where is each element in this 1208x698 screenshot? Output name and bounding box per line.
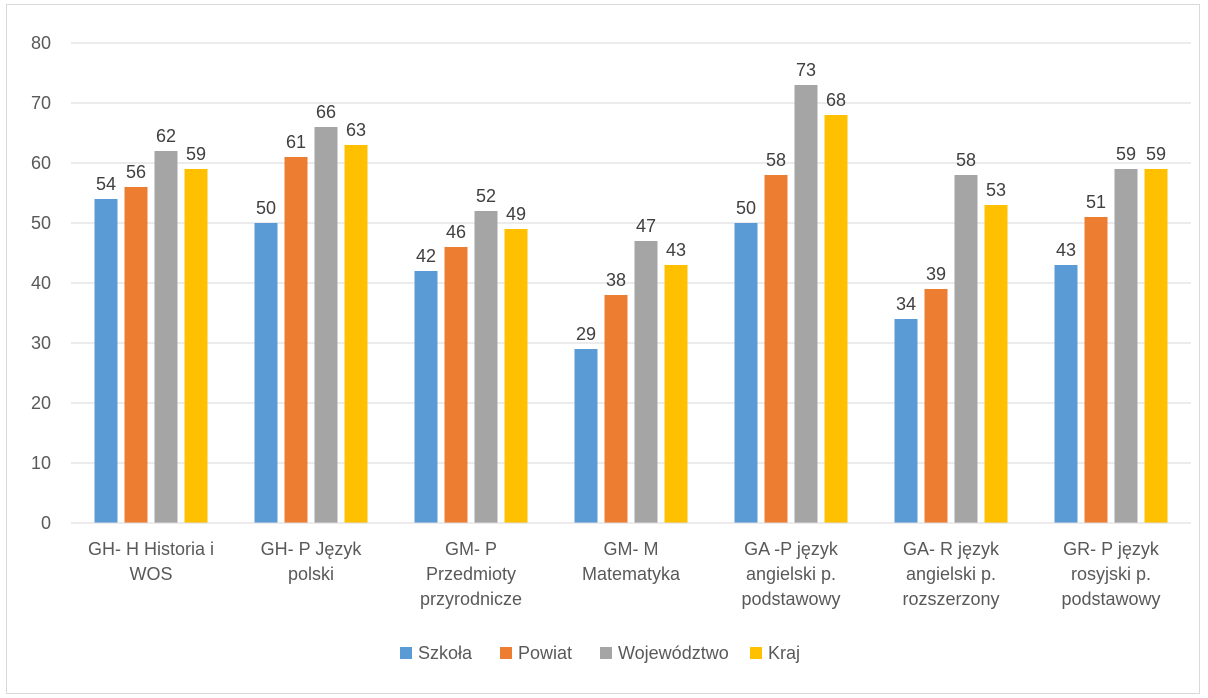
bar-powiat bbox=[604, 295, 628, 523]
bar-województwo bbox=[954, 175, 978, 523]
legend-label: Kraj bbox=[768, 643, 800, 663]
y-tick-label: 30 bbox=[31, 333, 51, 353]
y-tick-label: 70 bbox=[31, 93, 51, 113]
bar-szkoła bbox=[414, 271, 438, 523]
bar-województwo bbox=[794, 85, 818, 523]
y-tick-label: 40 bbox=[31, 273, 51, 293]
y-tick-label: 0 bbox=[41, 513, 51, 533]
bar-województwo bbox=[1114, 169, 1138, 523]
data-label: 51 bbox=[1086, 192, 1106, 212]
legend-swatch-szkoła bbox=[400, 647, 412, 659]
legend-swatch-powiat bbox=[500, 647, 512, 659]
x-tick-label: WOS bbox=[130, 564, 173, 584]
data-label: 39 bbox=[926, 264, 946, 284]
bar-województwo bbox=[314, 127, 338, 523]
data-label: 59 bbox=[1146, 144, 1166, 164]
data-label: 59 bbox=[186, 144, 206, 164]
x-tick-label: rosyjski p. bbox=[1071, 564, 1151, 584]
bar-powiat bbox=[444, 247, 468, 523]
legend-label: Szkoła bbox=[418, 643, 473, 663]
gridlines bbox=[71, 42, 1191, 464]
data-label: 59 bbox=[1116, 144, 1136, 164]
data-label: 46 bbox=[446, 222, 466, 242]
bar-powiat bbox=[1084, 217, 1108, 523]
bar-kraj bbox=[824, 115, 848, 523]
y-tick-label: 50 bbox=[31, 213, 51, 233]
x-tick-label: przyrodnicze bbox=[420, 589, 522, 609]
legend-swatch-województwo bbox=[600, 647, 612, 659]
x-tick-label: GH- H Historia i bbox=[88, 539, 214, 559]
x-tick-label: GA -P język bbox=[744, 539, 839, 559]
x-tick-label: podstawowy bbox=[741, 589, 840, 609]
bar-powiat bbox=[924, 289, 948, 523]
data-label: 47 bbox=[636, 216, 656, 236]
x-tick-label: rozszerzony bbox=[902, 589, 999, 609]
data-label: 73 bbox=[796, 60, 816, 80]
data-label: 52 bbox=[476, 186, 496, 206]
bar-powiat bbox=[124, 187, 148, 523]
bar-szkoła bbox=[734, 223, 758, 523]
data-label: 68 bbox=[826, 90, 846, 110]
axes: 0 10 20 30 40 50 60 70 80 GH- H Historia i WOS GH- … bbox=[31, 33, 1191, 609]
bar-kraj bbox=[984, 205, 1008, 523]
x-tick-label: GH- P Język bbox=[261, 539, 363, 559]
data-label: 42 bbox=[416, 246, 436, 266]
data-label: 29 bbox=[576, 324, 596, 344]
bar-szkoła bbox=[894, 319, 918, 523]
legend: Szkoła Powiat Województwo Kraj bbox=[400, 643, 800, 663]
bar-województwo bbox=[154, 151, 178, 523]
data-label: 66 bbox=[316, 102, 336, 122]
x-tick-label: Przedmioty bbox=[426, 564, 516, 584]
y-tick-label: 80 bbox=[31, 33, 51, 53]
y-tick-label: 10 bbox=[31, 453, 51, 473]
bar-województwo bbox=[474, 211, 498, 523]
bar-szkoła bbox=[254, 223, 278, 523]
data-label: 58 bbox=[766, 150, 786, 170]
data-label: 63 bbox=[346, 120, 366, 140]
bar-kraj bbox=[504, 229, 528, 523]
x-tick-label: GR- P język bbox=[1063, 539, 1160, 559]
x-tick-label: polski bbox=[288, 564, 334, 584]
legend-label: Województwo bbox=[618, 643, 729, 663]
bar-szkoła bbox=[574, 349, 598, 523]
bar-szkoła bbox=[1054, 265, 1078, 523]
bar-powiat bbox=[284, 157, 308, 523]
bar-szkoła bbox=[94, 199, 118, 523]
bar-kraj bbox=[664, 265, 688, 523]
data-label: 50 bbox=[256, 198, 276, 218]
x-tick-label: podstawowy bbox=[1061, 589, 1160, 609]
x-tick-label: Matematyka bbox=[582, 564, 681, 584]
x-tick-label: GA- R język bbox=[903, 539, 1000, 559]
data-label: 34 bbox=[896, 294, 916, 314]
legend-label: Powiat bbox=[518, 643, 572, 663]
bar-kraj bbox=[1144, 169, 1168, 523]
chart-frame: 54 56 62 59 50 61 66 63 42 46 52 49 29 38 47 43 50 58 73 68… bbox=[6, 4, 1200, 694]
bar-województwo bbox=[634, 241, 658, 523]
bars bbox=[94, 85, 1168, 523]
y-tick-label: 20 bbox=[31, 393, 51, 413]
bar-kraj bbox=[344, 145, 368, 523]
y-tick-label: 60 bbox=[31, 153, 51, 173]
data-label: 43 bbox=[1056, 240, 1076, 260]
data-label: 50 bbox=[736, 198, 756, 218]
data-label: 61 bbox=[286, 132, 306, 152]
x-tick-label: GM- M bbox=[604, 539, 659, 559]
data-label: 49 bbox=[506, 204, 526, 224]
data-label: 54 bbox=[96, 174, 116, 194]
legend-swatch-kraj bbox=[750, 647, 762, 659]
data-label: 53 bbox=[986, 180, 1006, 200]
data-label: 62 bbox=[156, 126, 176, 146]
data-labels: 54 56 62 59 50 61 66 63 42 46 52 49 29 38 47 43 50 58 73 68… bbox=[96, 60, 1166, 344]
data-label: 38 bbox=[606, 270, 626, 290]
x-tick-label: GM- P bbox=[445, 539, 497, 559]
data-label: 43 bbox=[666, 240, 686, 260]
bar-kraj bbox=[184, 169, 208, 523]
bar-chart: 54 56 62 59 50 61 66 63 42 46 52 49 29 38 47 43 50 58 73 68… bbox=[31, 33, 1191, 663]
data-label: 56 bbox=[126, 162, 146, 182]
x-tick-label: angielski p. bbox=[746, 564, 836, 584]
data-label: 58 bbox=[956, 150, 976, 170]
x-tick-label: angielski p. bbox=[906, 564, 996, 584]
bar-powiat bbox=[764, 175, 788, 523]
